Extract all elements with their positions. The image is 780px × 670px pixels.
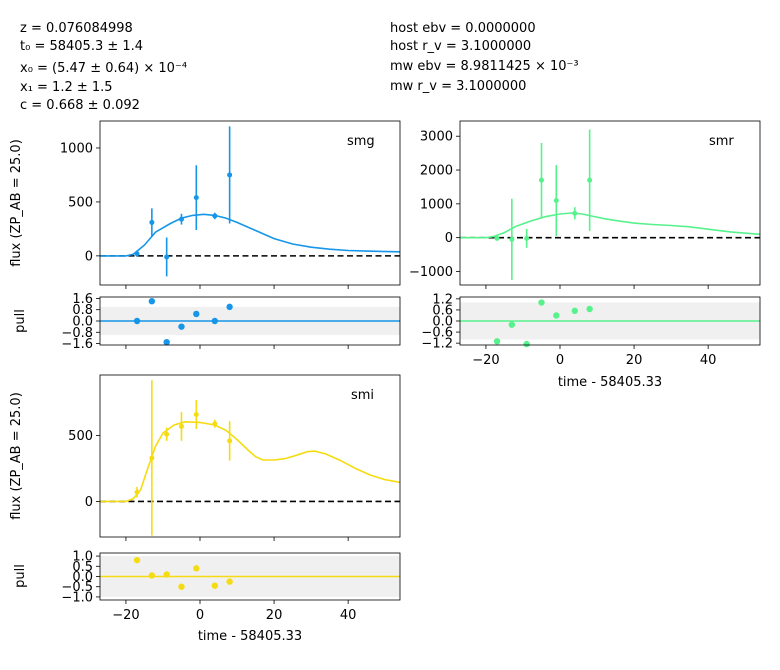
param-x1: x₁ = 1.2 ± 1.5 xyxy=(20,80,113,95)
smg-pull-point-6 xyxy=(226,304,232,310)
smg-point-5 xyxy=(212,213,217,218)
smi-pull-point-1 xyxy=(149,572,155,578)
smr-pull-point-6 xyxy=(586,306,592,312)
smg-ytick-label-2: 1000 xyxy=(60,141,93,156)
smg-pull-point-5 xyxy=(212,318,218,324)
smr-point-1 xyxy=(509,237,514,242)
panel-smg: 0 500 1000 smg flux (ZP_AB = 25.0) xyxy=(9,121,400,289)
smi-ytick-label-0: 0 xyxy=(85,495,93,510)
param-mw-ebv: mw ebv = 8.9811425 × 10⁻³ xyxy=(390,59,579,74)
smr-pull-point-3 xyxy=(538,299,544,305)
smr-ytick-label-2: 1000 xyxy=(420,197,453,212)
smg-pull-point-4 xyxy=(193,311,199,317)
smr-ytick-label-3: 2000 xyxy=(420,164,453,179)
smi-point-6 xyxy=(227,438,232,443)
fit-params-left: z = 0.076084998 t₀ = 58405.3 ± 1.4 x₀ = … xyxy=(20,21,187,113)
panel-smr-pull: −1.2−0.60.00.61.2 −20 0 20 40 time - 58405.33 xyxy=(421,292,760,390)
smr-pull-point-4 xyxy=(553,312,559,318)
smr-pull-ytick-label-4: 1.2 xyxy=(432,292,453,307)
smi-pull-xlabel: time - 58405.33 xyxy=(198,629,302,644)
smr-model-curve xyxy=(460,213,760,238)
smr-band-label: smr xyxy=(709,134,734,149)
smi-pull-ytick-label-4: 1.0 xyxy=(72,550,93,565)
smi-pull-point-6 xyxy=(226,578,232,584)
smg-pull-ytick-label-4: 1.6 xyxy=(72,292,93,307)
smg-point-4 xyxy=(194,195,199,200)
smr-pull-xtick-label-0: −20 xyxy=(472,353,499,368)
smi-point-0 xyxy=(135,490,140,495)
panel-smr: −1000 0 1000 2000 3000 smr xyxy=(409,121,760,289)
smg-point-2 xyxy=(164,254,169,259)
smi-pull-xtick-label-3: 40 xyxy=(340,608,357,623)
smi-point-3 xyxy=(179,424,184,429)
panel-smi-pull: −1.0−0.50.00.51.0 −20 0 20 40 pull time - 5840… xyxy=(13,550,400,644)
smg-pull-plot-area xyxy=(100,307,400,335)
smg-ytick-label-0: 0 xyxy=(85,249,93,264)
smr-pull-xtick-label-3: 40 xyxy=(700,353,717,368)
smg-pull-point-0 xyxy=(134,318,140,324)
smr-pull-point-1 xyxy=(509,321,515,327)
smr-ytick-label-1: 0 xyxy=(445,231,453,246)
smr-pull-xtick-label-1: 0 xyxy=(556,353,564,368)
fit-params-right: host ebv = 0.0000000 host r_v = 3.100000… xyxy=(390,21,579,94)
smi-band-label: smi xyxy=(351,388,374,403)
smi-point-4 xyxy=(194,412,199,417)
param-mw-rv: mw r_v = 3.1000000 xyxy=(390,79,526,94)
panel-smi: 0 500 smi flux (ZP_AB = 25.0) xyxy=(9,375,400,541)
smr-point-5 xyxy=(572,211,577,216)
smr-pull-xtick-label-2: 20 xyxy=(626,353,643,368)
smi-pull-point-5 xyxy=(212,582,218,588)
smr-pull-xlabel: time - 58405.33 xyxy=(558,375,662,390)
smi-point-1 xyxy=(149,455,154,460)
smg-pull-point-2 xyxy=(163,339,169,345)
smi-pull-xtick-label-2: 20 xyxy=(266,608,283,623)
smi-plot-area xyxy=(100,380,400,535)
smg-band-label: smg xyxy=(347,134,375,149)
param-z: z = 0.076084998 xyxy=(20,21,133,36)
smg-pull-point-3 xyxy=(178,323,184,329)
smg-point-3 xyxy=(179,217,184,222)
param-c: c = 0.668 ± 0.092 xyxy=(20,98,140,113)
smr-point-0 xyxy=(495,236,500,241)
smi-pull-point-0 xyxy=(134,557,140,563)
panel-smg-pull: −1.6−0.80.00.81.6 pull xyxy=(13,292,400,352)
smr-pull-point-5 xyxy=(572,308,578,314)
smi-pull-point-3 xyxy=(178,584,184,590)
smg-pull-ylabel: pull xyxy=(13,309,28,333)
smi-pull-ylabel: pull xyxy=(13,564,28,588)
smr-plot-area xyxy=(460,129,760,279)
smi-model-curve xyxy=(100,422,400,502)
smg-ytick-label-1: 500 xyxy=(68,195,93,210)
smr-point-4 xyxy=(554,198,559,203)
smg-model-curve xyxy=(100,214,400,256)
param-x0: x₀ = (5.47 ± 0.64) × 10⁻⁴ xyxy=(20,61,187,76)
smi-ytick-label-1: 500 xyxy=(68,429,93,444)
smi-pull-xtick-label-0: −20 xyxy=(112,608,139,623)
smr-point-6 xyxy=(587,178,592,183)
smi-pull-plot-area xyxy=(100,556,400,597)
smi-ylabel: flux (ZP_AB = 25.0) xyxy=(9,392,24,520)
param-host-rv: host r_v = 3.1000000 xyxy=(390,39,531,54)
smi-pull-xtick-label-1: 0 xyxy=(196,608,204,623)
param-host-ebv: host ebv = 0.0000000 xyxy=(390,21,536,36)
smi-pull-point-2 xyxy=(163,571,169,577)
smr-ytick-label-0: −1000 xyxy=(409,265,453,280)
smg-point-0 xyxy=(135,251,140,256)
smr-point-2 xyxy=(524,236,529,241)
smg-point-6 xyxy=(227,172,232,177)
smi-pull-point-4 xyxy=(193,565,199,571)
smg-pull-point-1 xyxy=(149,298,155,304)
smr-pull-point-0 xyxy=(494,338,500,344)
param-t0: t₀ = 58405.3 ± 1.4 xyxy=(20,39,143,54)
smi-point-5 xyxy=(212,421,217,426)
smi-point-2 xyxy=(164,432,169,437)
smr-ytick-label-4: 3000 xyxy=(420,130,453,145)
smg-ylabel: flux (ZP_AB = 25.0) xyxy=(9,139,24,267)
smr-point-3 xyxy=(539,178,544,183)
smr-pull-plot-area xyxy=(460,303,760,340)
smr-pull-point-2 xyxy=(523,341,529,347)
smg-point-1 xyxy=(149,220,154,225)
